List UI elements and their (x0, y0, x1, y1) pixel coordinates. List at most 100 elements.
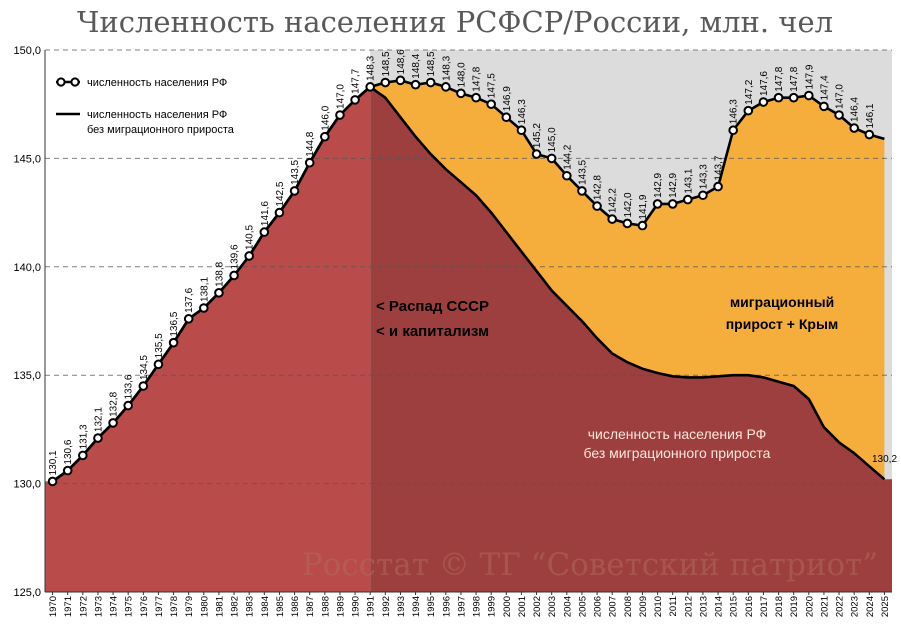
data-label: 141,6 (260, 201, 271, 226)
x-tick-label: 1982 (230, 596, 241, 617)
x-tick-label: 1977 (154, 596, 165, 617)
data-point (214, 288, 224, 298)
y-tick-label: 130,0 (13, 479, 41, 491)
y-tick-label: 135,0 (13, 370, 41, 382)
data-point (622, 218, 633, 229)
data-label: 133,6 (124, 374, 135, 399)
data-point (93, 433, 103, 443)
data-point (804, 90, 814, 101)
data-label: 147,4 (819, 75, 830, 100)
annotation-natural-2: без миграционного прироста (584, 445, 771, 461)
x-tick-label: 2007 (608, 596, 619, 617)
data-label: 143,5 (577, 159, 588, 184)
data-point (199, 303, 209, 313)
data-point (728, 125, 738, 136)
data-point (229, 270, 239, 281)
data-label: 148,0 (456, 62, 467, 87)
x-tick-label: 1992 (381, 596, 392, 617)
chart-areas (45, 80, 892, 593)
y-axis-ticks: 125,0 130,0 135,0 140,0 145,0 150,0 (13, 45, 41, 599)
data-label: 144,8 (305, 131, 316, 156)
x-tick-label: 2009 (638, 596, 649, 617)
annotation-migration-1: миграционный (730, 294, 834, 310)
data-label: 146,0 (320, 105, 331, 130)
x-tick-label: 1973 (93, 596, 104, 617)
data-label: 147,6 (759, 71, 770, 96)
data-label: 145,2 (532, 123, 543, 148)
x-tick-label: 2006 (593, 596, 604, 617)
data-label: 141,9 (638, 194, 649, 219)
data-label: 130,1 (48, 450, 59, 475)
x-tick-label: 1996 (441, 596, 452, 617)
x-tick-label: 1988 (320, 596, 331, 617)
data-point (486, 99, 496, 109)
data-points (47, 75, 875, 487)
x-tick-label: 2001 (517, 596, 528, 617)
data-point (713, 181, 723, 192)
data-label: 132,1 (93, 407, 104, 432)
chart-title: Численность населения РСФСР/России, млн.… (77, 5, 833, 39)
x-tick-label: 2023 (850, 596, 861, 617)
data-label: 142,0 (623, 192, 634, 217)
data-label: 140,5 (245, 224, 256, 249)
natural-end-label: 130,2 (872, 454, 897, 465)
data-point (395, 75, 406, 86)
data-label: 145,0 (547, 127, 558, 152)
data-point (652, 199, 663, 209)
x-tick-label: 2024 (865, 596, 876, 617)
data-label: 142,9 (668, 172, 679, 197)
data-label: 146,9 (502, 86, 513, 111)
legend-label-natural-1: численность населения РФ (87, 109, 227, 121)
data-label: 146,3 (517, 99, 528, 124)
data-label: 147,8 (789, 66, 800, 91)
x-tick-label: 1990 (351, 596, 362, 617)
natural-area-pre-1991 (45, 86, 371, 593)
x-tick-label: 1971 (63, 596, 74, 617)
data-point (304, 157, 315, 168)
data-point (637, 220, 648, 231)
x-tick-label: 1987 (305, 596, 316, 617)
data-point (108, 418, 118, 428)
migration-area (370, 80, 885, 480)
data-point (380, 77, 391, 88)
data-label: 143,3 (698, 164, 709, 189)
data-label: 135,5 (154, 333, 165, 358)
x-tick-label: 1970 (48, 596, 59, 617)
y-tick-label: 140,0 (13, 262, 41, 274)
x-tick-label: 2019 (789, 596, 800, 617)
data-point (471, 92, 481, 103)
x-tick-label: 2013 (698, 596, 709, 617)
legend-label-natural-2: без миграционного прироста (87, 124, 235, 136)
data-point (849, 123, 859, 133)
data-point (577, 186, 587, 196)
x-tick-label: 1974 (109, 596, 120, 617)
x-tick-label: 1981 (214, 596, 225, 617)
data-point (244, 251, 254, 261)
data-label: 138,1 (199, 277, 210, 302)
x-tick-label: 1976 (139, 596, 150, 617)
data-point (456, 88, 466, 99)
data-label: 139,6 (230, 244, 241, 269)
x-tick-label: 2008 (623, 596, 634, 617)
data-point (320, 131, 330, 142)
data-label: 148,4 (411, 53, 422, 78)
legend: численность населения РФ численность нас… (56, 77, 235, 136)
data-point (758, 97, 769, 107)
data-point (289, 186, 300, 196)
data-point (546, 153, 557, 164)
annotation-collapse-2: < и капитализм (376, 323, 489, 340)
data-point (365, 82, 375, 92)
x-tick-label: 2010 (653, 596, 664, 617)
data-point (138, 381, 149, 391)
data-label: 147,8 (472, 66, 483, 91)
x-tick-label: 2016 (744, 596, 755, 617)
data-label: 148,6 (396, 49, 407, 74)
data-label: 146,1 (865, 103, 876, 128)
data-label: 138,8 (214, 261, 225, 286)
x-tick-label: 2003 (547, 596, 558, 617)
data-point (667, 199, 678, 209)
x-tick-label: 2000 (502, 596, 513, 617)
data-label: 142,9 (653, 172, 664, 197)
data-point (683, 194, 693, 205)
